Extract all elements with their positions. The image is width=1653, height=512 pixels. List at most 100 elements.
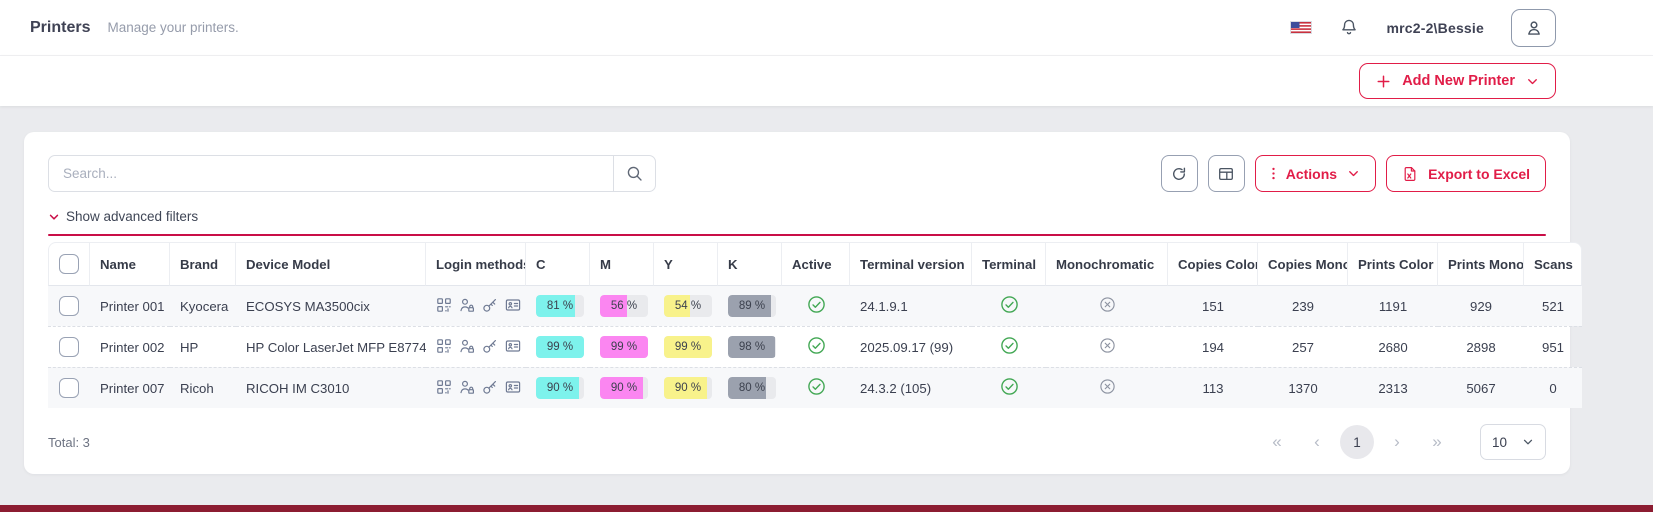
columns-settings-button[interactable]	[1207, 155, 1245, 192]
select-all-checkbox[interactable]	[59, 254, 79, 274]
cell-prints-mono: 929	[1469, 298, 1492, 314]
k-toner-level-badge: 89 %	[728, 295, 776, 317]
export-to-excel-label: Export to Excel	[1428, 165, 1530, 182]
qr-code-icon	[436, 297, 452, 313]
page-size-select[interactable]: 10	[1480, 424, 1546, 460]
row-checkbox[interactable]	[59, 296, 79, 316]
column-header-name[interactable]: Name	[90, 242, 170, 286]
column-header-k[interactable]: K	[718, 242, 782, 286]
table-row[interactable]: Printer 002 HP HP Color LaserJet MFP E8774…	[48, 326, 1582, 367]
table-row[interactable]: Printer 007 Ricoh RICOH IM C3010 90 % 90 % 90…	[48, 367, 1582, 408]
y-toner-fill	[664, 377, 708, 399]
cell-brand: Ricoh	[170, 367, 236, 408]
m-toner-fill	[600, 336, 648, 358]
cell-terminal-version: 2025.09.17 (99)	[850, 326, 972, 367]
k-toner-level-badge: 80 %	[728, 377, 776, 399]
cell-login-methods	[426, 367, 526, 408]
cell-terminal-version: 24.1.9.1	[860, 298, 908, 314]
user-lock-icon	[459, 338, 475, 354]
refresh-button[interactable]	[1160, 155, 1198, 192]
plus-icon	[1376, 74, 1391, 89]
export-to-excel-button[interactable]: Export to Excel	[1386, 155, 1546, 192]
m-toner-fill	[600, 377, 644, 399]
search-input[interactable]	[49, 156, 613, 191]
column-header-copies-mono[interactable]: Copies Mono	[1258, 242, 1348, 286]
cell-prints-color: 1191	[1378, 298, 1408, 314]
previous-page-button[interactable]: ‹	[1314, 432, 1320, 451]
k-toner-fill	[728, 295, 771, 317]
c-toner-value: 99 %	[546, 341, 574, 353]
top-bar: Printers Manage your printers. mrc2-2\Be…	[0, 0, 1653, 56]
y-toner-level-badge: 99 %	[664, 336, 712, 358]
first-page-button[interactable]: «	[1272, 432, 1282, 451]
table-row[interactable]: Printer 001 Kyocera ECOSYS MA3500cix 81 % 56…	[48, 286, 1582, 326]
key-icon	[482, 297, 498, 313]
cell-brand: Kyocera	[180, 298, 229, 314]
user-menu-button[interactable]	[1511, 8, 1556, 47]
cell-prints-mono: 5067	[1438, 367, 1524, 408]
cell-login-methods	[426, 326, 526, 367]
cell-monochromatic	[1046, 367, 1168, 408]
cell-magenta-level: 56 %	[590, 286, 654, 326]
next-page-button[interactable]: ›	[1394, 432, 1400, 451]
column-header-brand[interactable]: Brand	[170, 242, 236, 286]
column-header-monochromatic[interactable]: Monochromatic	[1046, 242, 1168, 286]
cell-name: Printer 001	[100, 298, 165, 314]
column-header-terminal-version[interactable]: Terminal version	[850, 242, 972, 286]
person-icon	[1525, 19, 1543, 37]
check-circle-icon	[1000, 336, 1019, 355]
cell-prints-color: 2313	[1348, 367, 1438, 408]
cell-copies-mono: 1370	[1258, 367, 1348, 408]
cell-magenta-level: 90 %	[590, 367, 654, 408]
table-toolbar: Actions Export to Excel	[48, 155, 1546, 192]
cell-terminal-version: 24.3.2 (105)	[850, 367, 972, 408]
column-header-login-methods[interactable]: Login methods	[426, 242, 526, 286]
cell-copies-color: 151	[1201, 298, 1224, 314]
column-header-c[interactable]: C	[526, 242, 590, 286]
table-footer: Total: 3 « ‹ 1 › » 10	[48, 424, 1546, 460]
m-toner-value: 90 %	[610, 382, 638, 394]
column-header-prints-mono[interactable]: Prints Mono	[1438, 242, 1524, 286]
printer-table-body: Printer 001 Kyocera ECOSYS MA3500cix 81 % 56…	[48, 286, 1582, 408]
user-lock-icon	[459, 379, 475, 395]
x-circle-icon	[1099, 378, 1116, 395]
page-title: Printers	[30, 18, 91, 36]
add-new-printer-button[interactable]: Add New Printer	[1359, 63, 1556, 99]
column-header-terminal[interactable]: Terminal	[972, 242, 1046, 286]
column-header-y[interactable]: Y	[654, 242, 718, 286]
last-page-button[interactable]: »	[1432, 432, 1442, 451]
column-header-scans[interactable]: Scans	[1524, 242, 1582, 286]
cell-login-methods	[426, 286, 526, 326]
x-circle-icon	[1099, 296, 1116, 313]
search-icon	[626, 165, 643, 182]
y-toner-level-badge: 90 %	[664, 377, 712, 399]
top-bar-right: mrc2-2\Bessie	[1290, 8, 1556, 47]
column-header-device-model[interactable]: Device Model	[236, 242, 426, 286]
row-checkbox[interactable]	[59, 378, 79, 398]
language-flag-icon[interactable]	[1290, 21, 1313, 34]
page-1-button[interactable]: 1	[1340, 425, 1374, 459]
c-toner-value: 81 %	[546, 300, 574, 312]
row-checkbox[interactable]	[59, 337, 79, 357]
chevron-down-icon	[1347, 167, 1360, 180]
user-lock-icon	[459, 297, 475, 313]
c-toner-fill	[536, 377, 580, 399]
column-header-active[interactable]: Active	[782, 242, 850, 286]
notifications-bell-icon[interactable]	[1339, 18, 1359, 38]
cell-copies-mono: 257	[1258, 326, 1348, 367]
cell-magenta-level: 99 %	[590, 326, 654, 367]
actions-button[interactable]: Actions	[1254, 155, 1377, 192]
refresh-icon	[1171, 166, 1187, 182]
m-toner-level-badge: 90 %	[600, 377, 648, 399]
column-header-m[interactable]: M	[590, 242, 654, 286]
y-toner-level-badge: 54 %	[664, 295, 712, 317]
cell-monochromatic	[1046, 286, 1168, 326]
printers-table: Name Brand Device Model Login methods C M Y K Ac…	[48, 242, 1582, 408]
cell-device-model: RICOH IM C3010	[236, 367, 426, 408]
search-button[interactable]	[613, 156, 655, 191]
check-circle-icon	[1000, 377, 1019, 396]
column-header-prints-color[interactable]: Prints Color	[1348, 242, 1438, 286]
column-header-copies-color[interactable]: Copies Color	[1168, 242, 1258, 286]
table-header: Name Brand Device Model Login methods C M Y K Ac…	[48, 242, 1582, 286]
advanced-filters-toggle[interactable]: Show advanced filters	[48, 209, 198, 224]
